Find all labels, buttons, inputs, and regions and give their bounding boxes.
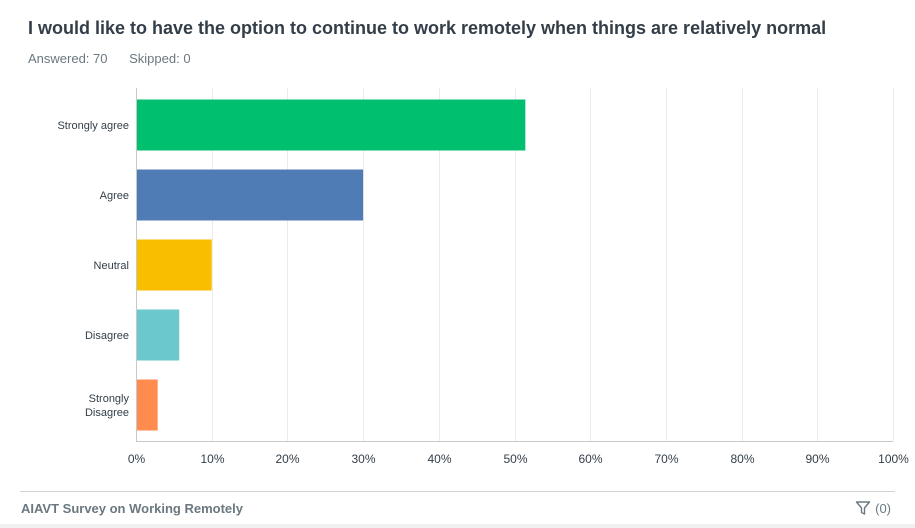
x-tick-labels: 0% 10% 20% 30% 40% 50% 60% 70% 80% 90% 100% — [128, 452, 909, 466]
bar[interactable] — [137, 239, 212, 291]
category-label: Neutral — [94, 260, 129, 272]
x-tick-label: 80% — [730, 452, 754, 466]
bar[interactable] — [137, 309, 180, 361]
x-tick-label: 30% — [351, 452, 375, 466]
filter-icon — [855, 501, 871, 515]
x-tick-label: 60% — [578, 452, 602, 466]
category-label: Disagree — [85, 330, 129, 342]
bar[interactable] — [137, 379, 158, 431]
bars — [137, 99, 526, 431]
bar[interactable] — [137, 99, 526, 151]
bottom-scroll-bar — [0, 524, 915, 528]
category-labels: Strongly agree Agree Neutral Disagree Strong… — [57, 120, 129, 419]
x-tick-label: 10% — [200, 452, 224, 466]
bar-chart: Strongly agree Agree Neutral Disagree Strong… — [57, 88, 909, 466]
x-tick-label: 20% — [275, 452, 299, 466]
survey-title: AIAVT Survey on Working Remotely — [21, 501, 244, 516]
x-tick-label: 70% — [654, 452, 678, 466]
bar[interactable] — [137, 169, 364, 221]
x-tick-label: 50% — [503, 452, 527, 466]
filter-count: (0) — [875, 500, 891, 516]
filter-button[interactable]: (0) — [855, 500, 891, 516]
x-tick-label: 90% — [805, 452, 829, 466]
x-tick-label: 0% — [128, 452, 146, 466]
category-label: Agree — [100, 190, 129, 202]
x-tick-label: 40% — [427, 452, 451, 466]
category-label: Strongly Disagree — [85, 393, 130, 419]
question-title: I would like to have the option to conti… — [28, 18, 827, 38]
answered-count: Answered: 70 — [28, 51, 108, 66]
skipped-count: Skipped: 0 — [129, 51, 191, 66]
category-label: Strongly agree — [57, 120, 129, 132]
response-stats: Answered: 70 Skipped: 0 — [28, 51, 209, 66]
footer-divider — [20, 491, 895, 492]
x-tick-label: 100% — [878, 452, 909, 466]
